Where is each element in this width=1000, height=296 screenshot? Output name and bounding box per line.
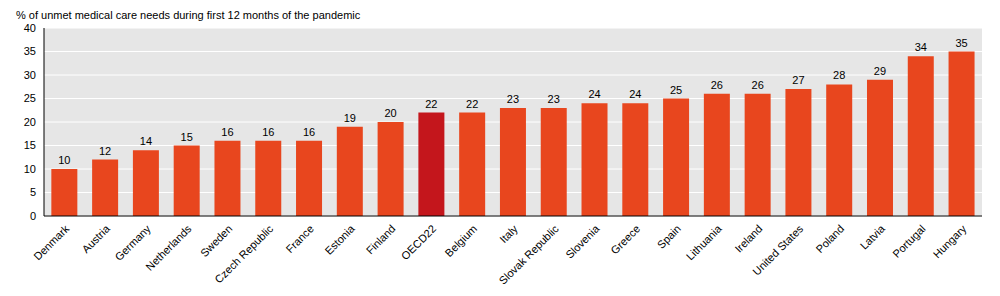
svg-text:5: 5 (30, 186, 36, 198)
svg-text:United States: United States (750, 222, 806, 278)
svg-text:Poland: Poland (813, 222, 846, 255)
svg-text:27: 27 (792, 74, 804, 86)
svg-text:28: 28 (833, 69, 845, 81)
svg-text:Belgium: Belgium (443, 222, 480, 259)
svg-text:22: 22 (466, 98, 478, 110)
svg-text:Denmark: Denmark (31, 222, 71, 262)
svg-text:France: France (283, 222, 316, 255)
svg-text:Greece: Greece (608, 222, 642, 256)
svg-text:Sweden: Sweden (198, 222, 235, 259)
svg-text:Netherlands: Netherlands (143, 222, 194, 273)
svg-text:Finland: Finland (364, 222, 398, 256)
svg-text:Austria: Austria (79, 222, 112, 255)
svg-text:30: 30 (24, 69, 36, 81)
svg-text:10: 10 (58, 154, 70, 166)
svg-text:20: 20 (24, 116, 36, 128)
svg-text:24: 24 (629, 88, 641, 100)
svg-text:23: 23 (548, 93, 560, 105)
svg-text:OECD22: OECD22 (399, 222, 439, 262)
svg-text:24: 24 (588, 88, 600, 100)
svg-text:Lithuania: Lithuania (684, 222, 725, 263)
svg-text:40: 40 (24, 22, 36, 34)
svg-text:20: 20 (384, 107, 396, 119)
svg-text:Slovak Republic: Slovak Republic (496, 222, 561, 287)
svg-text:16: 16 (262, 126, 274, 138)
svg-text:34: 34 (915, 41, 927, 53)
svg-text:25: 25 (24, 92, 36, 104)
svg-text:16: 16 (221, 126, 233, 138)
svg-text:19: 19 (344, 112, 356, 124)
svg-text:25: 25 (670, 84, 682, 96)
svg-text:Hungary: Hungary (931, 222, 969, 260)
svg-text:35: 35 (955, 37, 967, 49)
svg-text:15: 15 (181, 131, 193, 143)
svg-text:Slovenia: Slovenia (563, 222, 602, 261)
svg-text:22: 22 (425, 98, 437, 110)
svg-text:26: 26 (752, 79, 764, 91)
html-text:% of unmet medical care needs: % of unmet medical care needs during fir… (16, 9, 361, 21)
svg-text:Germany: Germany (112, 222, 153, 263)
svg-text:23: 23 (507, 93, 519, 105)
svg-text:Czech Republic: Czech Republic (212, 222, 275, 285)
svg-text:Italy: Italy (497, 222, 520, 245)
svg-text:10: 10 (24, 163, 36, 175)
svg-text:Ireland: Ireland (732, 222, 764, 254)
svg-text:26: 26 (711, 79, 723, 91)
svg-text:0: 0 (30, 210, 36, 222)
svg-text:14: 14 (140, 135, 152, 147)
svg-text:16: 16 (303, 126, 315, 138)
svg-text:35: 35 (24, 45, 36, 57)
svg-text:29: 29 (874, 65, 886, 77)
svg-text:12: 12 (99, 145, 111, 157)
svg-text:Spain: Spain (655, 222, 683, 250)
svg-text:Latvia: Latvia (858, 222, 888, 252)
svg-text:Portugal: Portugal (890, 222, 927, 259)
svg-text:15: 15 (24, 139, 36, 151)
svg-text:Estonia: Estonia (322, 222, 357, 257)
